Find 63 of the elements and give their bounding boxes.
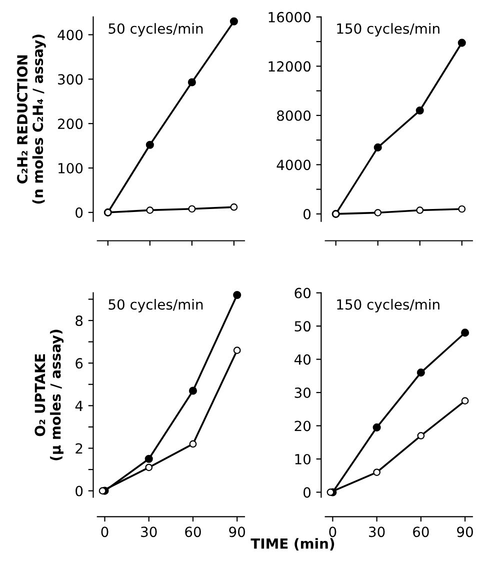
point bbox=[145, 464, 153, 472]
point bbox=[417, 432, 425, 440]
y-tick-label: 12000 bbox=[268, 61, 311, 72]
point bbox=[146, 206, 154, 214]
y-tick-label: 0 bbox=[76, 486, 83, 496]
y-tick-label: 16000 bbox=[268, 12, 311, 22]
x-tick-label: 90 bbox=[229, 526, 246, 538]
x-tick-label: 0 bbox=[101, 526, 108, 538]
point bbox=[416, 106, 424, 115]
y-tick-label: 0 bbox=[304, 208, 311, 220]
chart-title: 150 cycles/min bbox=[337, 298, 440, 312]
x-tick-label: 60 bbox=[413, 526, 429, 538]
y-tick-label: 0 bbox=[304, 487, 311, 498]
y-tick-label: 200 bbox=[58, 118, 83, 130]
point bbox=[374, 143, 382, 152]
x-tick-label: 90 bbox=[457, 526, 473, 538]
y-tick-label: 2 bbox=[76, 443, 82, 454]
y-tick-label: 6 bbox=[76, 358, 83, 369]
y-axis-title: C₂H₂ REDUCTION (n moles C₂H₄ / assay) bbox=[17, 34, 46, 204]
point bbox=[233, 346, 241, 354]
point bbox=[416, 206, 424, 214]
point bbox=[188, 205, 196, 213]
point bbox=[233, 290, 242, 299]
chart-title: 150 cycles/min bbox=[337, 23, 440, 37]
point bbox=[461, 328, 470, 337]
y-tick-label: 8000 bbox=[277, 110, 311, 121]
point bbox=[458, 205, 466, 213]
point bbox=[372, 423, 381, 432]
point bbox=[188, 386, 198, 395]
y-tick-label: 50 bbox=[294, 321, 311, 332]
point bbox=[374, 209, 382, 216]
y-tick-label: 60 bbox=[294, 288, 311, 298]
x-tick-label: 30 bbox=[369, 526, 385, 538]
point bbox=[461, 397, 469, 405]
point bbox=[188, 78, 196, 86]
y-tick-label: 300 bbox=[58, 74, 83, 85]
y-axis-title: O₂ UPTAKE (μ moles / assay) bbox=[34, 330, 64, 460]
point bbox=[230, 17, 238, 26]
y-tick-label: 8 bbox=[76, 315, 83, 326]
y-tick-label: 4 bbox=[75, 400, 83, 411]
point bbox=[230, 203, 238, 211]
y-tick-label: 400 bbox=[58, 30, 83, 40]
x-tick-label: 0 bbox=[329, 526, 336, 538]
point bbox=[98, 487, 106, 494]
x-axis-title: TIME (min) bbox=[250, 538, 334, 550]
point bbox=[373, 468, 380, 476]
y-tick-label: 4000 bbox=[276, 160, 311, 170]
y-tick-label: 10 bbox=[295, 454, 311, 464]
x-tick-label: 60 bbox=[185, 526, 201, 538]
y-tick-label: 0 bbox=[76, 207, 83, 218]
y-tick-label: 20 bbox=[294, 420, 311, 432]
point bbox=[326, 488, 334, 496]
y-tick-label: 30 bbox=[294, 387, 311, 398]
point bbox=[458, 38, 466, 47]
point bbox=[189, 440, 197, 448]
y-tick-label: 100 bbox=[58, 162, 83, 174]
chart-title: 50 cycles/min bbox=[108, 23, 203, 37]
chart-title: 50 cycles/min bbox=[108, 298, 203, 312]
point bbox=[144, 454, 153, 463]
point bbox=[416, 368, 425, 377]
point bbox=[146, 140, 154, 149]
x-tick-label: 30 bbox=[141, 526, 157, 538]
y-tick-label: 40 bbox=[294, 354, 311, 365]
